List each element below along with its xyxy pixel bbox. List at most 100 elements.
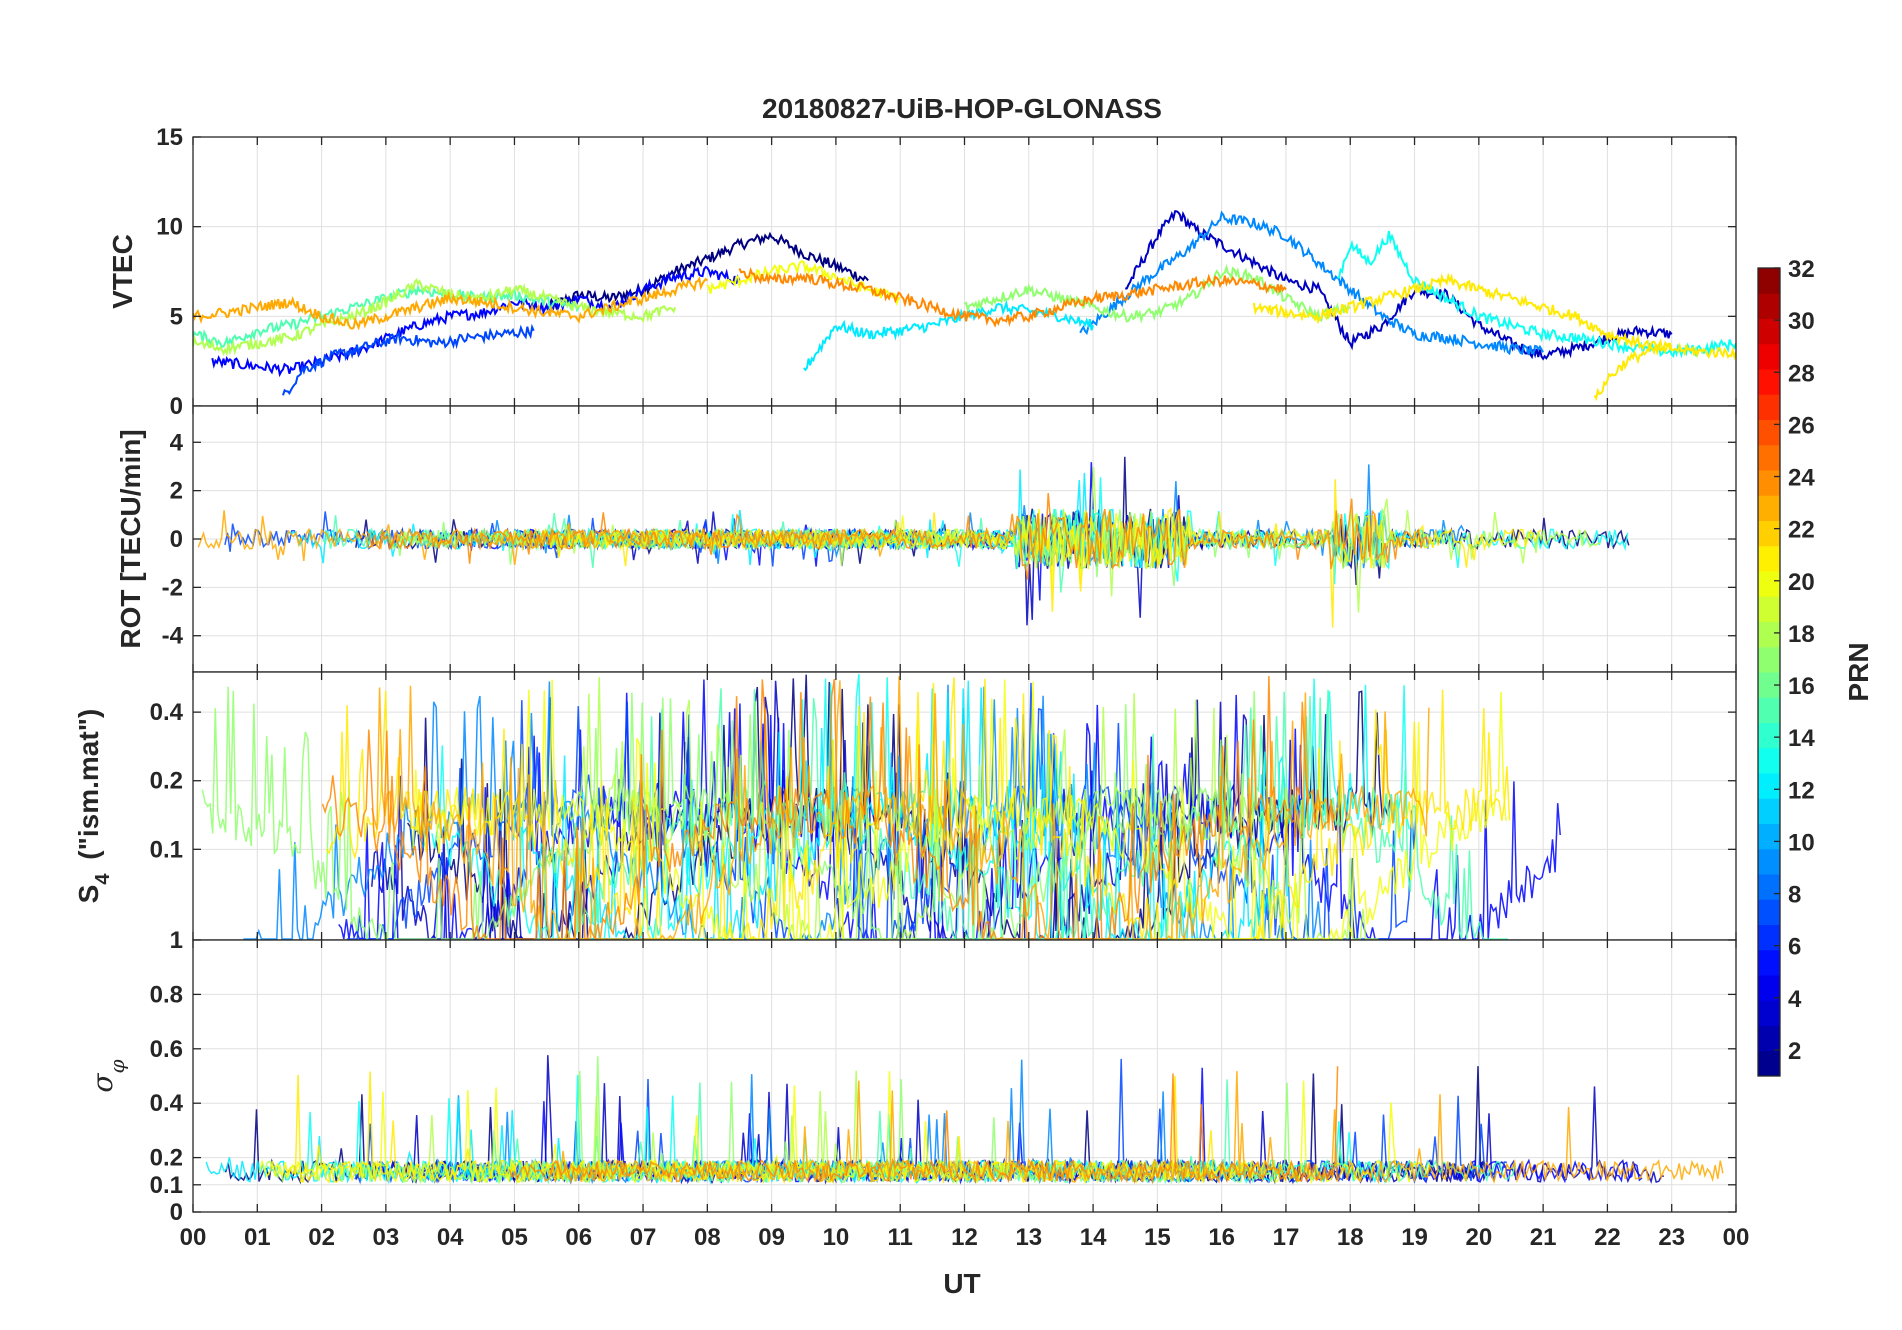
x-tick-label: 16 [1208, 1224, 1235, 1251]
x-axis-label: UT [943, 1268, 980, 1299]
colorbar-level [1758, 747, 1780, 774]
y-tick-label: 0 [170, 526, 183, 553]
trace-prn-18 [567, 677, 1379, 940]
colorbar-label: PRN [1843, 642, 1874, 701]
colorbar-tick-label: 10 [1788, 829, 1815, 856]
colorbar-level [1758, 1000, 1780, 1026]
colorbar-level [1758, 773, 1780, 799]
colorbar-level [1758, 470, 1780, 496]
x-tick-label: 02 [308, 1224, 335, 1251]
x-tick-label: 12 [951, 1224, 978, 1251]
series-group [205, 1055, 1724, 1185]
x-tick-label: 15 [1144, 1224, 1171, 1251]
x-tick-label: 13 [1015, 1224, 1042, 1251]
vtec-series-prn-13 [1337, 230, 1736, 359]
x-tick-label: 17 [1273, 1224, 1300, 1251]
y-tick-label: -2 [162, 574, 183, 601]
colorbar-tick-label: 12 [1788, 777, 1815, 804]
vtec-series-prn-1 [545, 231, 869, 312]
y-axis: 0 5 10 15 [156, 124, 1736, 420]
colorbar-level [1758, 672, 1780, 698]
colorbar-level [1758, 520, 1780, 547]
colorbar-level [1758, 798, 1780, 824]
colorbar-level [1758, 621, 1780, 648]
y-tick-label: 15 [156, 124, 183, 151]
trace-prn-24 [508, 1066, 1339, 1185]
colorbar-tick-label: 22 [1788, 517, 1815, 544]
x-tick-label: 21 [1530, 1224, 1557, 1251]
y-axis-label: ROT [TECU/min] [115, 429, 146, 648]
x-tick-label: 01 [244, 1224, 271, 1251]
chart-title: 20180827-UiB-HOP-GLONASS [762, 93, 1162, 124]
y-tick-label: -4 [162, 623, 184, 650]
y-tick-label: 0.4 [150, 699, 184, 726]
vtec-series-prn-17 [963, 263, 1351, 324]
colorbar-tick-label: 6 [1788, 934, 1801, 961]
y-tick-label: 5 [170, 303, 183, 330]
trace-prn-23 [371, 676, 1430, 940]
colorbar-tick-label: 16 [1788, 673, 1815, 700]
x-tick-label: 09 [758, 1224, 785, 1251]
colorbar-level [1758, 444, 1780, 471]
colorbar-tick-label: 28 [1788, 360, 1815, 387]
colorbar-level [1758, 394, 1780, 420]
vtec-series-prn-9 [1079, 210, 1544, 356]
y-tick-label: 0.2 [150, 1145, 183, 1172]
colorbar-level [1758, 874, 1780, 900]
trace-prn-23 [197, 510, 907, 566]
vtec-series-prn-3 [1125, 210, 1673, 361]
x-tick-label: 04 [437, 1224, 464, 1251]
y-tick-label: 0.6 [150, 1036, 183, 1063]
vtec-series-prn-21 [1252, 272, 1736, 361]
colorbar-level [1758, 545, 1780, 572]
colorbar-tick-label: 20 [1788, 569, 1815, 596]
colorbar-tick-label: 24 [1788, 465, 1815, 492]
x-tick-label: 00 [1723, 1224, 1750, 1251]
x-tick-label: 19 [1401, 1224, 1428, 1251]
y-tick-label: 2 [170, 478, 183, 505]
y-tick-label: 4 [170, 429, 184, 456]
panel-2: -4 -2 0 2 4 ROT [TECU/min] [115, 405, 1737, 673]
x-tick-label: 23 [1658, 1224, 1685, 1251]
colorbar-level [1758, 697, 1780, 723]
colorbar-level [1758, 899, 1780, 925]
x-tick-label: 10 [823, 1224, 850, 1251]
vtec-series-prn-5 [211, 265, 741, 378]
trace-prn-24 [366, 493, 1430, 580]
colorbar-level [1758, 722, 1780, 749]
vtec-series-prn-7 [282, 323, 535, 396]
vtec-series-prn-24 [738, 267, 1287, 328]
vtec-series-prn-20 [706, 260, 901, 307]
colorbar-level [1758, 419, 1780, 446]
y-axis-label: VTEC [107, 234, 138, 309]
vtec-series-prn-18 [193, 277, 677, 357]
trace-prn-20 [412, 679, 1507, 940]
colorbar-level [1758, 495, 1780, 521]
colorbar-level [1758, 343, 1780, 370]
y-tick-label: 0.1 [150, 1172, 183, 1199]
x-tick-label: 14 [1080, 1224, 1107, 1251]
x-axis: 00 01 02 03 04 05 06 07 08 09 10 11 12 13 14 15 16 17 18 19… [180, 1224, 1750, 1251]
colorbar-level [1758, 646, 1780, 673]
colorbar-level [1758, 1050, 1780, 1077]
y-tick-label: 0.8 [150, 981, 183, 1008]
y-tick-label: 1 [170, 927, 183, 954]
colorbar-tick-label: 32 [1788, 256, 1815, 283]
x-tick-label: 00 [180, 1224, 207, 1251]
colorbar-tick-label: 2 [1788, 1038, 1801, 1065]
y-tick-label: 0.1 [150, 836, 183, 863]
series-group [193, 210, 1736, 402]
colorbar-level [1758, 596, 1780, 622]
y-axis: 00.10.2 0.4 0.6 0.8 1 [150, 927, 1736, 1226]
x-tick-label: 18 [1337, 1224, 1364, 1251]
y-tick-label: 0.4 [150, 1090, 184, 1117]
x-tick-label: 20 [1465, 1224, 1492, 1251]
colorbar-tick-label: 30 [1788, 308, 1815, 335]
panel-3: 0.1 0.2 0.4 S4 ("ism.mat") [73, 671, 1737, 941]
colorbar-level [1758, 293, 1780, 319]
colorbar-level [1758, 1025, 1780, 1052]
trace-prn-23 [547, 1071, 1724, 1185]
